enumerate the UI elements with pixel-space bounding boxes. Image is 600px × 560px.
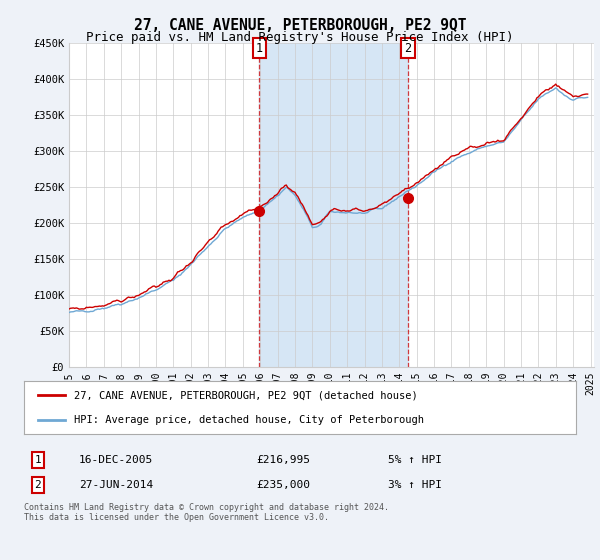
Text: Contains HM Land Registry data © Crown copyright and database right 2024.
This d: Contains HM Land Registry data © Crown c…	[24, 503, 389, 522]
Text: Price paid vs. HM Land Registry's House Price Index (HPI): Price paid vs. HM Land Registry's House …	[86, 31, 514, 44]
Text: 3% ↑ HPI: 3% ↑ HPI	[388, 480, 442, 490]
Text: 1: 1	[256, 41, 263, 55]
Text: 27, CANE AVENUE, PETERBOROUGH, PE2 9QT: 27, CANE AVENUE, PETERBOROUGH, PE2 9QT	[134, 18, 466, 33]
Text: 16-DEC-2005: 16-DEC-2005	[79, 455, 154, 465]
Text: £235,000: £235,000	[256, 480, 310, 490]
Text: 27, CANE AVENUE, PETERBOROUGH, PE2 9QT (detached house): 27, CANE AVENUE, PETERBOROUGH, PE2 9QT (…	[74, 390, 418, 400]
Text: 1: 1	[34, 455, 41, 465]
Text: 2: 2	[404, 41, 412, 55]
Text: HPI: Average price, detached house, City of Peterborough: HPI: Average price, detached house, City…	[74, 414, 424, 424]
Bar	[259, 43, 408, 367]
Text: 5% ↑ HPI: 5% ↑ HPI	[388, 455, 442, 465]
Text: 2: 2	[34, 480, 41, 490]
Text: £216,995: £216,995	[256, 455, 310, 465]
Text: 27-JUN-2014: 27-JUN-2014	[79, 480, 154, 490]
